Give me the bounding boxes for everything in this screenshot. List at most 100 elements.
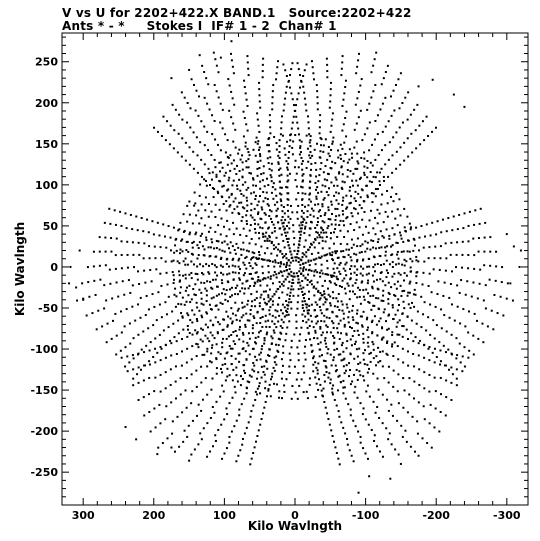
uv-point [417, 354, 420, 357]
uv-point [266, 198, 269, 201]
uv-point [159, 246, 162, 249]
uv-point [366, 341, 369, 344]
uv-point [227, 179, 230, 182]
uv-point [302, 173, 305, 176]
uv-point [319, 136, 322, 139]
uv-point [388, 313, 391, 316]
uv-point [169, 124, 172, 127]
uv-point [361, 243, 364, 246]
uv-point [509, 282, 512, 285]
uv-point [425, 223, 428, 226]
uv-point [142, 379, 145, 382]
uv-point [321, 236, 324, 239]
uv-point [422, 271, 425, 274]
uv-point [104, 250, 107, 253]
uv-point [319, 325, 322, 328]
uv-point [281, 326, 284, 329]
uv-point [319, 236, 322, 239]
uv-point [387, 365, 390, 368]
uv-point [277, 168, 280, 171]
uv-point [207, 149, 210, 152]
uv-point [317, 342, 320, 345]
uv-point [174, 365, 177, 368]
uv-point [382, 221, 385, 224]
uv-point [193, 313, 196, 316]
uv-point [371, 340, 374, 343]
uv-point [229, 295, 232, 298]
uv-point [279, 227, 282, 230]
uv-point [379, 317, 382, 320]
uv-point [248, 171, 251, 174]
uv-point [263, 239, 266, 242]
uv-point [326, 253, 329, 256]
uv-point [384, 246, 387, 249]
uv-point [204, 377, 207, 380]
uv-point [269, 132, 272, 135]
uv-point [376, 171, 379, 174]
uv-point [182, 328, 185, 331]
uv-point [119, 349, 122, 352]
uv-point [411, 415, 414, 418]
uv-point [211, 377, 214, 380]
uv-point [330, 200, 333, 203]
uv-point [304, 103, 307, 106]
uv-point [333, 194, 336, 197]
uv-point [292, 224, 295, 227]
uv-point [324, 360, 327, 363]
uv-point [302, 274, 305, 277]
uv-point [120, 310, 123, 313]
uv-point [205, 299, 208, 302]
uv-point [353, 128, 356, 131]
uv-point [455, 384, 458, 387]
uv-point [164, 260, 167, 263]
uv-point [131, 305, 134, 308]
uv-point [185, 240, 188, 243]
uv-point [203, 248, 206, 251]
y-tick-label: -150 [30, 384, 58, 397]
uv-point [211, 287, 214, 290]
uv-point [161, 442, 164, 445]
uv-point [352, 318, 355, 321]
uv-point [327, 418, 330, 421]
uv-point [154, 426, 157, 429]
uv-point [386, 353, 389, 356]
uv-point [303, 91, 306, 94]
uv-point [174, 397, 177, 400]
uv-point [131, 241, 134, 244]
uv-point [247, 186, 250, 189]
uv-point [387, 409, 390, 412]
uv-point [142, 330, 145, 333]
uv-point [204, 334, 207, 337]
uv-point [343, 235, 346, 238]
uv-point [242, 364, 245, 367]
uv-point [290, 307, 293, 310]
uv-point [367, 326, 370, 329]
uv-point [300, 378, 303, 381]
uv-point [278, 338, 281, 341]
uv-point [214, 215, 217, 218]
uv-point [153, 305, 156, 308]
uv-point [280, 193, 283, 196]
uv-point [263, 337, 266, 340]
uv-point [267, 389, 270, 392]
uv-point [342, 392, 345, 395]
uv-point [299, 147, 302, 150]
uv-point [243, 305, 246, 308]
uv-point [310, 243, 313, 246]
uv-point [314, 263, 317, 266]
uv-point [137, 241, 140, 244]
uv-point [428, 246, 431, 249]
uv-point [256, 167, 259, 170]
uv-point [188, 273, 191, 276]
uv-point [397, 298, 400, 301]
uv-point [361, 325, 364, 328]
uv-point [211, 334, 214, 337]
uv-point [374, 411, 377, 414]
uv-point [254, 398, 257, 401]
uv-point [476, 319, 479, 322]
uv-point [329, 331, 332, 334]
uv-point [215, 175, 218, 178]
uv-point [159, 373, 162, 376]
uv-point [251, 277, 254, 280]
uv-point [473, 267, 476, 270]
